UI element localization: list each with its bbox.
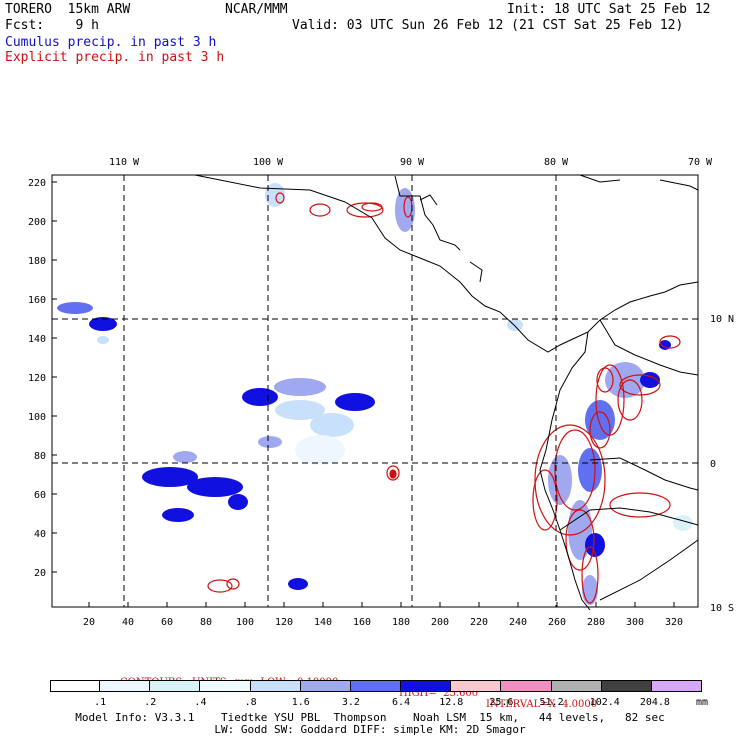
lon-label: 110 W: [109, 157, 140, 168]
x-tick-label: 20: [83, 617, 95, 628]
center-name: NCAR/MMM: [225, 2, 288, 17]
y-tick-label: 220: [28, 178, 46, 189]
legend-swatch: [150, 680, 201, 692]
init-time: Init: 18 UTC Sat 25 Feb 12: [507, 2, 711, 17]
x-tick-label: 80: [200, 617, 212, 628]
explicit-precip-contours: [207, 192, 681, 604]
legend-label: 25.6: [489, 697, 514, 708]
forecast-hour: Fcst: 9 h: [5, 18, 99, 33]
x-tick-label: 160: [353, 617, 371, 628]
y-tick-label: 40: [34, 529, 46, 540]
y-tick-label: 160: [28, 295, 46, 306]
legend-label: 204.8: [639, 697, 670, 708]
legend-label: .8: [244, 697, 257, 708]
valid-time: Valid: 03 UTC Sun 26 Feb 12 (21 CST Sat …: [292, 18, 684, 33]
x-tick-label: 100: [236, 617, 254, 628]
lat-label: 10 S: [710, 603, 734, 614]
lat-lon-gridlines: [52, 175, 698, 607]
legend-swatch: [300, 680, 351, 692]
contour-high: HIGH= 25.600: [399, 688, 479, 699]
y-tick-label: 80: [34, 451, 46, 462]
legend-label: 6.4: [392, 697, 411, 708]
x-tick-label: 140: [314, 617, 332, 628]
legend-label: 12.8: [439, 697, 464, 708]
legend-swatch: [50, 680, 101, 692]
x-tick-label: 120: [275, 617, 293, 628]
legend-label: 51.2: [539, 697, 564, 708]
cumulus-precip-areas: [57, 183, 693, 605]
explicit-caption: Explicit precip. in past 3 h: [5, 50, 225, 65]
legend-label: .2: [144, 697, 157, 708]
legend-label: 1.6: [291, 697, 310, 708]
model-name: TORERO 15km ARW: [5, 2, 131, 17]
y-tick-label: 120: [28, 373, 46, 384]
contour-interval: INTERVAL=X 4.0000: [486, 699, 598, 710]
x-tick-label: 260: [548, 617, 566, 628]
x-tick-label: 60: [161, 617, 173, 628]
y-axis-labels: 220 200 180 160 140 120 100 80 60 40 20: [28, 178, 46, 579]
lon-label: 70 W: [688, 157, 713, 168]
x-tick-label: 200: [431, 617, 449, 628]
x-tick-label: 300: [626, 617, 644, 628]
x-tick-label: 220: [470, 617, 488, 628]
lon-label: 80 W: [544, 157, 569, 168]
lat-label: 0: [710, 459, 716, 470]
legend-swatch: [401, 680, 452, 692]
legend-swatch: [200, 680, 251, 692]
x-tick-label: 180: [392, 617, 410, 628]
x-tick-label: 240: [509, 617, 527, 628]
legend-label: .1: [94, 697, 107, 708]
map-frame: [51, 174, 699, 608]
legend-label: .4: [194, 697, 207, 708]
x-tick-label: 40: [122, 617, 134, 628]
legend-swatch: [250, 680, 301, 692]
model-info-line1: Model Info: V3.3.1 Tiedtke YSU PBL Thomp…: [75, 711, 665, 724]
lon-label: 90 W: [400, 157, 425, 168]
longitude-labels: 110 W 100 W 90 W 80 W 70 W: [109, 157, 713, 168]
latitude-labels: 10 N 0 10 S: [710, 314, 734, 614]
cumulus-caption: Cumulus precip. in past 3 h: [5, 35, 217, 50]
legend-swatch: [551, 680, 602, 692]
y-tick-label: 100: [28, 412, 46, 423]
x-tick-label: 280: [587, 617, 605, 628]
legend-label: 3.2: [341, 697, 360, 708]
legend-swatch: [350, 680, 402, 692]
legend-swatch: [451, 680, 502, 692]
x-tick-label: 320: [665, 617, 683, 628]
y-tick-label: 200: [28, 217, 46, 228]
x-axis-labels: 20 40 60 80 100 120 140 160 180 200 220 240 260 280 30…: [83, 617, 683, 628]
lat-label: 10 N: [710, 314, 734, 325]
y-tick-label: 180: [28, 256, 46, 267]
legend-swatch: [100, 680, 151, 692]
y-tick-label: 20: [34, 568, 46, 579]
legend-unit: mm: [696, 697, 709, 708]
y-tick-label: 140: [28, 334, 46, 345]
legend-label: 102.4: [589, 697, 620, 708]
lon-label: 100 W: [253, 157, 284, 168]
legend-swatch: [651, 680, 702, 692]
axis-tick-marks: [52, 181, 675, 607]
y-tick-label: 60: [34, 490, 46, 501]
model-info-line2: LW: Godd SW: Goddard DIFF: simple KM: 2D…: [214, 723, 526, 736]
legend-swatch: [501, 680, 552, 692]
legend-swatch: [601, 680, 652, 692]
